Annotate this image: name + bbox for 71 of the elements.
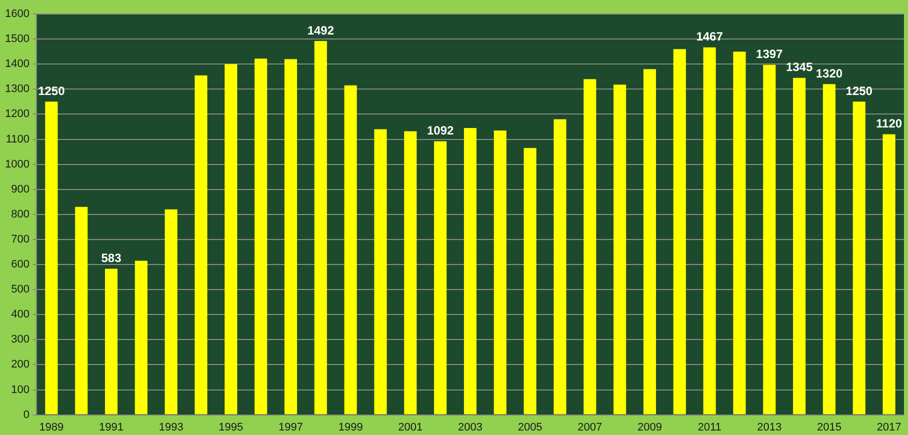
bar bbox=[404, 131, 417, 414]
y-tick-label: 1600 bbox=[4, 8, 30, 20]
y-tick-label: 400 bbox=[11, 308, 30, 321]
x-tick-label: 2003 bbox=[458, 421, 482, 434]
y-tick-label: 600 bbox=[11, 258, 30, 271]
data-label: 1120 bbox=[876, 116, 902, 131]
bar bbox=[882, 134, 896, 414]
bar bbox=[224, 64, 238, 414]
bar bbox=[614, 84, 626, 414]
bar bbox=[524, 148, 536, 414]
bar bbox=[194, 75, 208, 414]
x-tick-label: 2005 bbox=[518, 421, 542, 434]
bar bbox=[464, 128, 477, 414]
bar bbox=[75, 206, 88, 414]
y-tick-label: 1300 bbox=[4, 83, 30, 96]
data-label: 1492 bbox=[307, 23, 334, 38]
bar bbox=[733, 52, 746, 414]
data-label: 1250 bbox=[38, 84, 66, 98]
data-label: 1467 bbox=[696, 30, 724, 44]
bar bbox=[584, 79, 596, 414]
bar bbox=[134, 260, 148, 414]
x-tick-label: 1995 bbox=[218, 421, 244, 434]
y-tick-label: 300 bbox=[11, 334, 30, 346]
bar bbox=[643, 69, 656, 414]
x-tick-label: 2015 bbox=[816, 421, 842, 434]
y-tick-label: 800 bbox=[11, 208, 30, 220]
y-tick-label: 700 bbox=[11, 233, 30, 246]
x-tick-label: 1989 bbox=[39, 421, 64, 434]
bar bbox=[494, 130, 506, 414]
bar bbox=[703, 47, 716, 414]
bar bbox=[793, 78, 806, 414]
x-tick-label: 2001 bbox=[398, 421, 423, 434]
bar bbox=[104, 268, 118, 414]
data-label: 1250 bbox=[846, 84, 873, 98]
bar bbox=[254, 58, 268, 414]
x-tick-label: 1999 bbox=[338, 421, 363, 434]
bar bbox=[822, 84, 836, 414]
bar bbox=[763, 64, 776, 414]
bar bbox=[673, 49, 686, 414]
x-tick-label: 1993 bbox=[158, 421, 184, 434]
bar bbox=[434, 141, 447, 414]
y-tick-label: 1100 bbox=[6, 133, 30, 146]
data-label: 583 bbox=[101, 251, 122, 266]
x-tick-label: 2013 bbox=[757, 421, 782, 434]
x-tick-label: 1997 bbox=[278, 421, 303, 434]
y-tick-label: 1000 bbox=[4, 158, 30, 170]
x-tick-label: 1991 bbox=[99, 421, 124, 434]
data-label: 1397 bbox=[756, 47, 784, 62]
y-tick-label: 1400 bbox=[4, 58, 30, 70]
y-tick-label: 0 bbox=[23, 408, 30, 421]
bar bbox=[164, 209, 178, 414]
bar bbox=[374, 129, 387, 414]
bar bbox=[314, 41, 327, 414]
y-tick-label: 200 bbox=[11, 358, 30, 371]
x-tick-label: 2007 bbox=[578, 421, 602, 434]
data-label: 1092 bbox=[426, 124, 454, 138]
y-tick-label: 100 bbox=[11, 384, 30, 396]
data-label: 1345 bbox=[786, 60, 813, 74]
x-tick-label: 2009 bbox=[637, 421, 662, 434]
data-label: 1320 bbox=[816, 66, 843, 80]
bar bbox=[554, 119, 566, 414]
bar bbox=[852, 102, 866, 414]
x-tick-label: 2011 bbox=[698, 421, 722, 434]
y-tick-label: 900 bbox=[11, 183, 30, 196]
bar bbox=[344, 85, 357, 414]
bar bbox=[45, 102, 58, 414]
y-tick-label: 1200 bbox=[4, 108, 30, 120]
y-tick-label: 500 bbox=[11, 284, 30, 296]
y-tick-label: 1500 bbox=[4, 33, 30, 46]
bar bbox=[284, 59, 298, 414]
x-tick-label: 2017 bbox=[876, 421, 902, 434]
